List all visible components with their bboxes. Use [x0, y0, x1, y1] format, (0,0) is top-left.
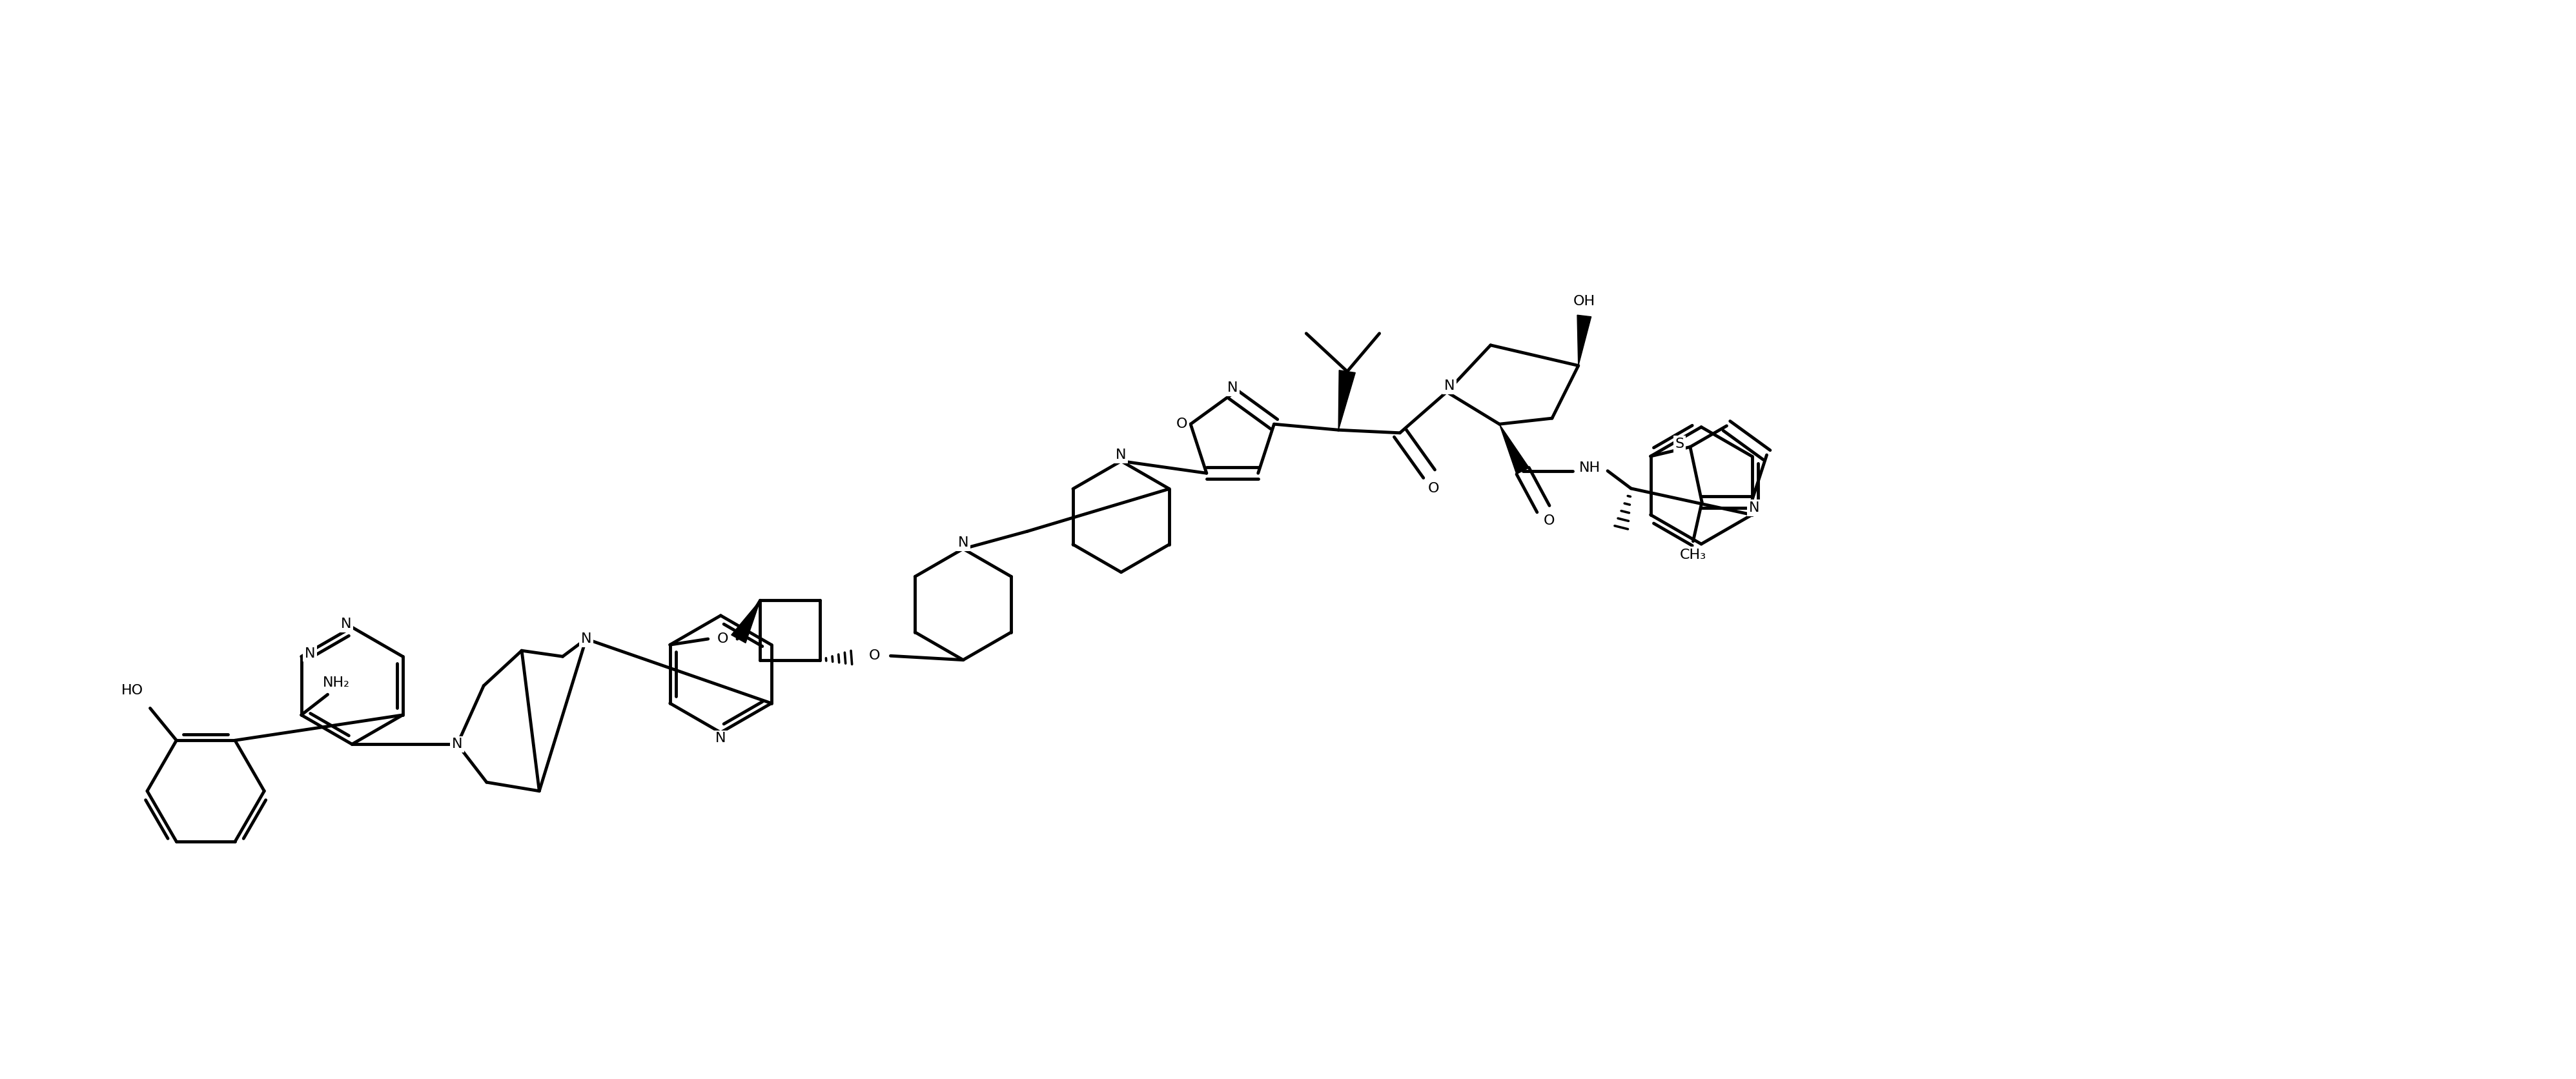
Text: N: N	[716, 732, 726, 745]
Text: O: O	[716, 632, 729, 645]
Polygon shape	[1499, 424, 1528, 474]
Polygon shape	[1337, 370, 1355, 429]
Text: OH: OH	[1574, 295, 1595, 308]
Text: N: N	[304, 647, 314, 660]
Text: N: N	[1749, 502, 1759, 515]
Text: N: N	[1115, 449, 1126, 462]
Text: N: N	[1445, 380, 1455, 393]
Text: HO: HO	[121, 684, 144, 697]
Text: CH₃: CH₃	[1680, 548, 1705, 561]
Polygon shape	[732, 600, 760, 643]
Text: S: S	[1674, 438, 1685, 450]
Text: O: O	[1175, 418, 1188, 431]
Polygon shape	[1577, 315, 1592, 366]
Text: N: N	[340, 618, 350, 631]
Text: NH: NH	[1579, 462, 1600, 475]
Text: O: O	[868, 650, 878, 663]
Text: O: O	[1427, 482, 1440, 495]
Text: O: O	[1543, 515, 1553, 527]
Text: N: N	[451, 738, 464, 751]
Text: N: N	[580, 632, 592, 645]
Text: N: N	[958, 536, 969, 549]
Text: NH₂: NH₂	[322, 677, 350, 689]
Text: N: N	[1226, 382, 1236, 395]
